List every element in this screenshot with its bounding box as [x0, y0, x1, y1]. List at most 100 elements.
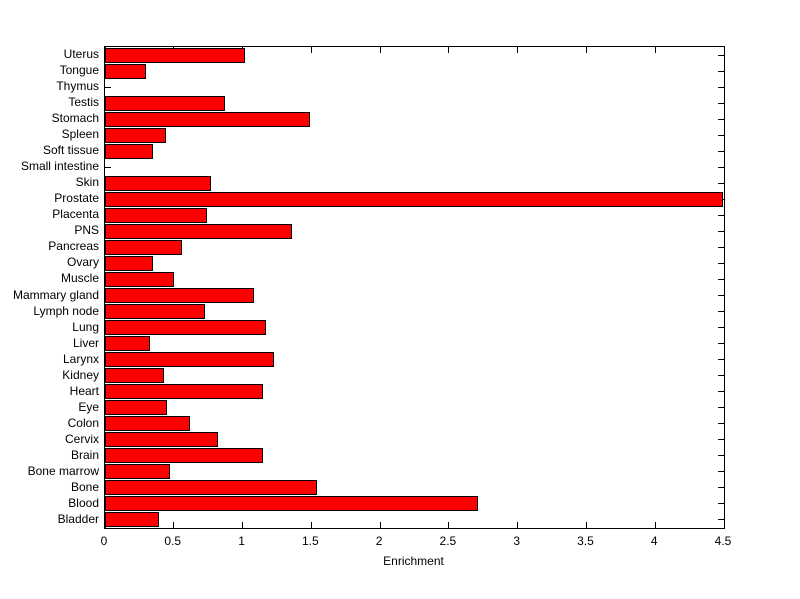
- y-tick-mark: [718, 86, 724, 88]
- y-tick-label: Ovary: [66, 255, 99, 270]
- bar: [105, 304, 206, 320]
- y-tick-mark: [718, 102, 724, 104]
- bar: [105, 368, 165, 384]
- bar: [105, 255, 154, 271]
- y-tick-mark: [718, 343, 724, 345]
- bar: [105, 47, 246, 63]
- y-tick-label: Placenta: [52, 207, 99, 222]
- y-tick-mark: [718, 423, 724, 425]
- y-tick-mark: [718, 166, 724, 168]
- y-tick-label: Tongue: [59, 63, 99, 78]
- y-tick-label: Muscle: [60, 271, 99, 286]
- x-tick-mark: [379, 47, 381, 53]
- bar: [105, 448, 264, 464]
- y-tick-label: Prostate: [54, 191, 99, 206]
- y-tick-mark: [718, 391, 724, 393]
- y-tick-label: Stomach: [51, 111, 99, 126]
- y-tick-mark: [718, 262, 724, 264]
- y-tick-label: PNS: [74, 223, 99, 238]
- bar: [105, 480, 317, 496]
- x-tick-mark: [517, 47, 519, 53]
- y-tick-label: Heart: [69, 383, 99, 398]
- bar: [105, 127, 166, 143]
- y-tick-mark: [718, 278, 724, 280]
- y-tick-label: Brain: [70, 447, 99, 462]
- x-tick-mark: [585, 522, 587, 528]
- y-tick-mark: [718, 375, 724, 377]
- y-tick-mark: [718, 327, 724, 329]
- x-tick-mark: [173, 522, 175, 528]
- y-tick-mark: [105, 166, 111, 168]
- x-tick-label: 1: [238, 534, 245, 548]
- bar: [105, 400, 167, 416]
- y-tick-label: Eye: [78, 399, 99, 414]
- y-tick-mark: [718, 118, 724, 120]
- y-axis-labels: Uterus Tongue Thymus Testis Stomach Spleen Sof…: [0, 46, 99, 527]
- y-tick-label: Lymph node: [33, 303, 99, 318]
- x-tick-mark: [379, 522, 381, 528]
- bar: [105, 464, 170, 480]
- bar: [105, 271, 174, 287]
- x-tick-label: 3: [513, 534, 520, 548]
- bar: [105, 384, 264, 400]
- y-tick-mark: [718, 519, 724, 521]
- y-tick-label: Lung: [72, 319, 99, 334]
- y-tick-label: Skin: [75, 175, 99, 190]
- x-axis-label: Enrichment: [383, 554, 444, 568]
- x-tick-label: 3.5: [577, 534, 594, 548]
- x-tick-label: 1.5: [301, 534, 319, 548]
- bar: [105, 432, 218, 448]
- y-tick-mark: [718, 487, 724, 489]
- y-tick-label: Testis: [68, 95, 99, 110]
- y-tick-label: Spleen: [61, 127, 99, 142]
- y-tick-label: Mammary gland: [12, 287, 99, 302]
- x-tick-label: 0.5: [164, 534, 182, 548]
- y-tick-mark: [718, 134, 724, 136]
- x-tick-mark: [723, 47, 725, 53]
- y-tick-mark: [718, 471, 724, 473]
- bar: [105, 512, 159, 528]
- x-tick-label: 2: [375, 534, 383, 548]
- y-tick-label: Bone: [70, 479, 99, 494]
- y-tick-label: Larynx: [62, 351, 99, 366]
- y-tick-mark: [718, 359, 724, 361]
- y-tick-mark: [718, 230, 724, 232]
- y-tick-label: Small intestine: [20, 159, 99, 174]
- y-tick-mark: [718, 214, 724, 216]
- y-tick-mark: [718, 295, 724, 297]
- y-tick-label: Uterus: [63, 47, 99, 62]
- bar: [105, 239, 183, 255]
- y-tick-label: Colon: [67, 415, 99, 430]
- y-tick-mark: [718, 407, 724, 409]
- bar: [105, 352, 275, 368]
- x-tick-mark: [242, 522, 244, 528]
- bar: [105, 288, 254, 304]
- bar: [105, 320, 266, 336]
- y-tick-label: Blood: [68, 495, 99, 510]
- x-tick-mark: [448, 47, 450, 53]
- bar: [105, 111, 310, 127]
- y-tick-mark: [718, 503, 724, 505]
- x-tick-mark: [654, 522, 656, 528]
- y-tick-mark: [718, 311, 724, 313]
- x-tick-mark: [448, 522, 450, 528]
- bar: [105, 175, 211, 191]
- bar: [105, 496, 478, 512]
- y-tick-label: Bladder: [57, 511, 99, 526]
- x-tick-label: 2.5: [439, 534, 457, 548]
- x-axis-tick-labels: 0 0.5 1 1.5 2 2.5 3 3.5 4 4.5: [101, 534, 732, 550]
- y-tick-label: Cervix: [64, 431, 99, 446]
- y-tick-mark: [105, 86, 111, 88]
- x-tick-label: 4.5: [714, 534, 732, 548]
- x-tick-mark: [654, 47, 656, 53]
- x-tick-mark: [310, 522, 312, 528]
- y-tick-mark: [718, 70, 724, 72]
- y-tick-mark: [718, 246, 724, 248]
- x-tick-mark: [585, 47, 587, 53]
- x-tick-label: 0: [100, 534, 108, 548]
- y-tick-mark: [718, 182, 724, 184]
- bar: [105, 223, 293, 239]
- bar: [105, 95, 225, 111]
- x-tick-mark: [517, 522, 519, 528]
